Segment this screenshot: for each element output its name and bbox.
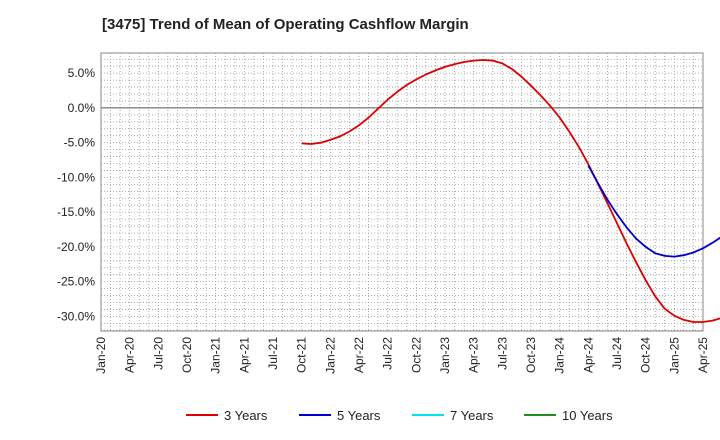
plot-area-frame (100, 52, 704, 332)
x-tick-label: Jul-22 (381, 337, 395, 370)
legend-label-3-years: 3 Years (224, 408, 268, 423)
y-tick-label: 0.0% (68, 101, 96, 115)
y-tick-label: -10.0% (57, 170, 95, 184)
x-tick-label: Apr-23 (467, 337, 481, 373)
x-tick-label: Jan-22 (323, 337, 337, 374)
x-tick-label: Jul-24 (610, 337, 624, 370)
x-tick-label: Apr-21 (237, 337, 251, 373)
x-tick-label: Oct-20 (180, 337, 194, 373)
x-tick-label: Oct-23 (524, 337, 538, 373)
x-tick-label: Jan-21 (209, 337, 223, 374)
legend-label-10-years: 10 Years (562, 408, 613, 423)
y-tick-label: -25.0% (57, 275, 95, 289)
legend-label-7-years: 7 Years (450, 408, 494, 423)
x-tick-label: Apr-22 (352, 337, 366, 373)
x-tick-label: Apr-20 (123, 337, 137, 373)
x-tick-label: Jul-23 (495, 337, 509, 370)
x-tick-label: Jul-21 (266, 337, 280, 370)
series-line-3-years (301, 59, 720, 323)
series-line-5-years (587, 165, 720, 258)
x-tick-label: Oct-21 (295, 337, 309, 373)
y-tick-label: -15.0% (57, 205, 95, 219)
x-tick-label: Apr-25 (696, 337, 710, 373)
legend-label-5-years: 5 Years (337, 408, 381, 423)
x-tick-label: Jan-25 (667, 337, 681, 374)
x-tick-label: Jan-24 (553, 337, 567, 374)
chart-title: [3475] Trend of Mean of Operating Cashfl… (102, 16, 469, 33)
y-tick-label: -20.0% (57, 240, 95, 254)
x-tick-label: Oct-24 (639, 337, 653, 373)
x-tick-label: Apr-24 (581, 337, 595, 373)
x-tick-label: Oct-22 (409, 337, 423, 373)
y-tick-label: -5.0% (64, 136, 96, 150)
y-tick-label: 5.0% (68, 66, 96, 80)
x-tick-label: Jan-20 (94, 337, 108, 374)
x-tick-label: Jul-20 (151, 337, 165, 370)
y-tick-label: -30.0% (57, 309, 95, 323)
x-tick-label: Jan-23 (438, 337, 452, 374)
